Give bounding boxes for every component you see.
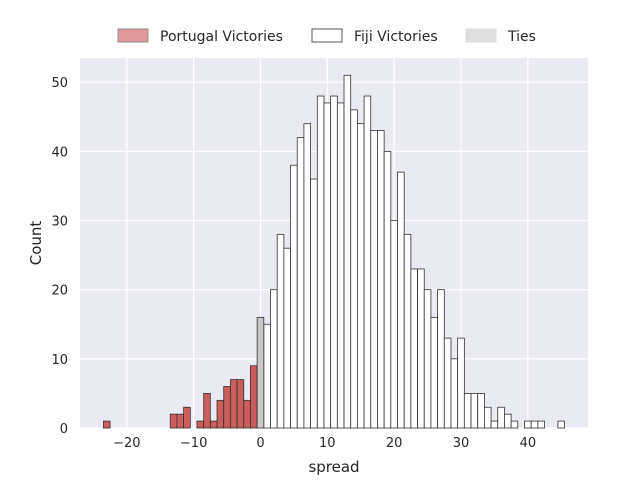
fiji-bar bbox=[524, 420, 532, 429]
fiji-bar bbox=[483, 406, 492, 429]
legend: Portugal Victories Fiji Victories Ties bbox=[117, 28, 536, 45]
y-tick-label: 50 bbox=[51, 76, 68, 91]
fiji-bar bbox=[310, 178, 318, 429]
fiji-bar bbox=[350, 109, 358, 429]
portugal-bar bbox=[236, 379, 245, 429]
fiji-bar bbox=[370, 130, 378, 429]
fiji-bar bbox=[450, 358, 459, 429]
y-tick-labels: 0 10 20 30 40 50 bbox=[51, 76, 68, 437]
fiji-bar bbox=[356, 123, 365, 429]
portugal-bar bbox=[216, 399, 225, 429]
fiji-bar bbox=[276, 233, 285, 429]
fiji-bar bbox=[290, 164, 298, 429]
fiji-bar bbox=[490, 420, 499, 429]
fiji-bar bbox=[417, 268, 425, 429]
x-tick-label: −10 bbox=[180, 436, 207, 451]
fiji-bar bbox=[336, 102, 345, 429]
fiji-bar bbox=[463, 393, 472, 429]
y-tick-label: 40 bbox=[51, 145, 68, 160]
fiji-bar bbox=[283, 247, 291, 429]
fiji-bar bbox=[437, 289, 445, 429]
fiji-bar bbox=[504, 413, 512, 429]
fiji-bar bbox=[390, 220, 398, 429]
bars bbox=[102, 74, 566, 429]
portugal-bar bbox=[209, 420, 218, 429]
fiji-bar bbox=[423, 289, 432, 429]
fiji-bar bbox=[470, 393, 479, 429]
portugal-bar bbox=[169, 413, 178, 429]
fiji-bar bbox=[363, 95, 372, 429]
portugal-bar bbox=[196, 420, 205, 429]
fiji-bar bbox=[510, 420, 519, 429]
x-tick-label: −20 bbox=[113, 436, 140, 451]
fiji-bar bbox=[403, 233, 412, 429]
fiji-bar bbox=[270, 289, 278, 429]
y-axis-label: Count bbox=[27, 221, 45, 266]
legend-swatch bbox=[465, 28, 497, 43]
portugal-bar bbox=[183, 406, 191, 429]
fiji-bar bbox=[497, 406, 505, 429]
fiji-bar bbox=[316, 95, 325, 429]
portugal-bar bbox=[176, 413, 185, 429]
fiji-bar bbox=[263, 323, 271, 429]
legend-label: Fiji Victories bbox=[354, 29, 438, 45]
legend-swatch bbox=[117, 28, 149, 43]
fiji-bar bbox=[537, 420, 545, 429]
portugal-bar bbox=[203, 393, 211, 429]
fiji-bar bbox=[477, 393, 485, 429]
portugal-bar bbox=[223, 386, 231, 429]
portugal-bar bbox=[250, 365, 258, 429]
y-tick-label: 20 bbox=[51, 284, 68, 299]
x-tick-label: 10 bbox=[319, 436, 336, 451]
fiji-bar bbox=[343, 74, 352, 429]
fiji-bar bbox=[303, 123, 312, 429]
portugal-bar bbox=[243, 399, 251, 429]
fiji-bar bbox=[397, 171, 405, 429]
fiji-bar bbox=[530, 420, 539, 429]
x-tick-labels: −20 −10 0 10 20 30 40 bbox=[113, 436, 536, 451]
fiji-bar bbox=[457, 337, 465, 429]
tie-bar bbox=[256, 316, 265, 429]
x-axis-label: spread bbox=[308, 458, 359, 476]
fiji-bar bbox=[443, 337, 452, 429]
fiji-bar bbox=[410, 268, 418, 429]
fiji-bar bbox=[430, 316, 439, 429]
y-tick-label: 30 bbox=[51, 215, 68, 230]
x-tick-label: 20 bbox=[386, 436, 403, 451]
legend-swatch bbox=[311, 28, 343, 43]
x-tick-label: 40 bbox=[520, 436, 537, 451]
fiji-bar bbox=[377, 130, 385, 429]
legend-label: Ties bbox=[507, 29, 536, 45]
x-tick-label: 30 bbox=[453, 436, 470, 451]
fiji-bar bbox=[557, 420, 566, 429]
legend-label: Portugal Victories bbox=[160, 29, 283, 45]
x-tick-label: 0 bbox=[256, 436, 264, 451]
fiji-bar bbox=[383, 150, 392, 429]
fiji-bar bbox=[296, 137, 305, 429]
fiji-bar bbox=[323, 102, 332, 429]
portugal-bar bbox=[102, 420, 111, 429]
portugal-bar bbox=[229, 379, 238, 429]
fiji-bar bbox=[330, 95, 338, 429]
y-tick-label: 0 bbox=[60, 422, 68, 437]
y-tick-label: 10 bbox=[51, 353, 68, 368]
